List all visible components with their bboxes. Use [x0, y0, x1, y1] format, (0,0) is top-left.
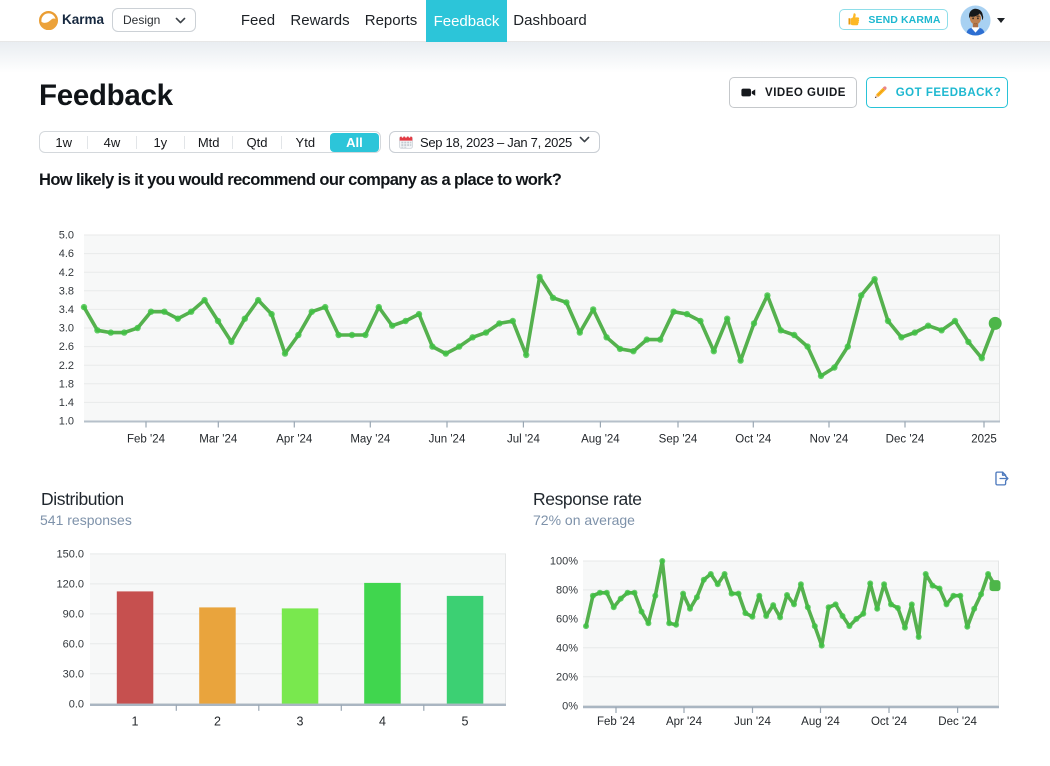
svg-text:Dec '24: Dec '24 [886, 434, 925, 446]
svg-text:0.0: 0.0 [69, 698, 84, 710]
svg-text:5.0: 5.0 [59, 230, 74, 242]
svg-text:0%: 0% [562, 700, 578, 712]
svg-text:Oct '24: Oct '24 [735, 434, 772, 446]
svg-text:2025: 2025 [971, 434, 997, 446]
svg-text:20%: 20% [556, 671, 578, 683]
svg-text:Sep '24: Sep '24 [659, 434, 698, 446]
svg-text:150.0: 150.0 [56, 549, 84, 561]
svg-text:1.4: 1.4 [59, 397, 74, 409]
svg-text:90.0: 90.0 [63, 609, 84, 621]
svg-text:Apr '24: Apr '24 [666, 716, 703, 728]
svg-text:Aug '24: Aug '24 [581, 434, 620, 446]
svg-text:60%: 60% [556, 614, 578, 626]
svg-text:4.2: 4.2 [59, 267, 74, 279]
svg-text:May '24: May '24 [350, 434, 391, 446]
svg-text:Jul '24: Jul '24 [507, 434, 540, 446]
svg-text:Oct '24: Oct '24 [871, 716, 908, 728]
svg-text:Nov '24: Nov '24 [810, 434, 849, 446]
svg-text:Mar '24: Mar '24 [199, 434, 238, 446]
svg-text:2.6: 2.6 [59, 341, 74, 353]
svg-text:100%: 100% [550, 556, 578, 568]
svg-text:3.0: 3.0 [59, 323, 74, 335]
svg-text:4.6: 4.6 [59, 248, 74, 260]
svg-text:3.4: 3.4 [59, 304, 74, 316]
svg-text:Aug '24: Aug '24 [801, 716, 840, 728]
svg-text:Dec '24: Dec '24 [938, 716, 977, 728]
svg-text:30.0: 30.0 [63, 668, 84, 680]
svg-text:2: 2 [214, 714, 221, 728]
svg-text:4: 4 [379, 714, 386, 728]
svg-text:Apr '24: Apr '24 [276, 434, 313, 446]
svg-text:Feb '24: Feb '24 [597, 716, 636, 728]
svg-text:40%: 40% [556, 642, 578, 654]
svg-text:120.0: 120.0 [56, 579, 84, 591]
svg-text:3.8: 3.8 [59, 285, 74, 297]
svg-text:80%: 80% [556, 585, 578, 597]
svg-text:1.8: 1.8 [59, 378, 74, 390]
svg-text:Jun '24: Jun '24 [734, 716, 771, 728]
svg-text:3: 3 [297, 714, 304, 728]
svg-text:5: 5 [462, 714, 469, 728]
svg-text:Feb '24: Feb '24 [127, 434, 166, 446]
svg-text:Jun '24: Jun '24 [429, 434, 466, 446]
svg-text:1.0: 1.0 [59, 416, 74, 428]
svg-text:1: 1 [132, 714, 139, 728]
svg-text:60.0: 60.0 [63, 638, 84, 650]
svg-text:2.2: 2.2 [59, 360, 74, 372]
